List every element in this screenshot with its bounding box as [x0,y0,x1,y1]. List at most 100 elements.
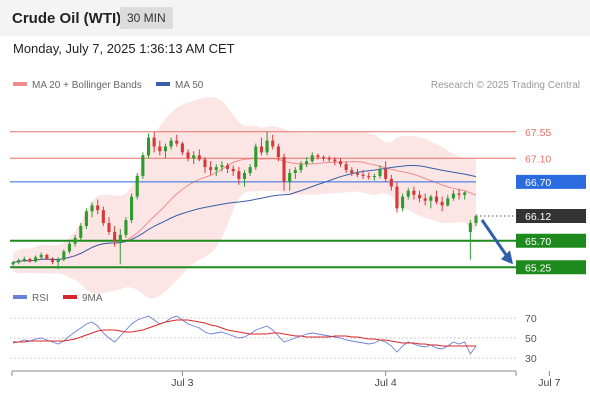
candle-body [271,140,275,147]
candle-body [175,140,179,144]
x-tick-label: Jul 3 [171,377,193,389]
candle [248,164,252,176]
candle [242,170,247,187]
candle [73,234,77,247]
candle-body [231,168,235,172]
candle [259,137,263,156]
candle-body [389,178,393,187]
candle-body [440,201,444,206]
ma50-swatch [156,82,170,87]
candle [440,196,444,212]
ma50-line [12,165,477,264]
level-tag: 65.25 [516,260,586,275]
candle-body [141,155,145,176]
candle-body [163,146,168,152]
candle [288,168,292,191]
candle [401,193,405,212]
candle-body [107,223,111,232]
candle-body [34,257,38,262]
candle [56,257,60,270]
candle [113,226,117,247]
candle-body [355,173,359,175]
candle [180,141,184,156]
candle [39,252,43,260]
candle [67,241,72,254]
datetime-label: Monday, July 7, 2025 1:36:13 AM CET [13,41,235,56]
timeframe-badge[interactable]: 30 MIN [120,7,173,29]
rsi-tick-label: 50 [525,333,537,345]
candle [135,173,139,200]
level-label: 67.10 [525,153,551,165]
candle [231,165,235,176]
legend-9ma: 9MA [63,293,103,304]
level-tag: 66.12 [516,209,586,224]
candle-body [197,155,201,160]
level-tag-bg [516,174,586,189]
candle-body [327,158,331,160]
candle [412,186,416,200]
candle-body [169,140,173,147]
candle [163,143,168,159]
forecast-arrow-shaft [480,219,509,258]
candle-body [474,216,478,224]
candles-group [11,131,478,270]
candle-body [299,164,303,171]
candle [468,220,472,260]
candle [321,155,326,162]
bollinger-band [13,97,476,299]
candle-body [417,194,422,199]
candle-body [378,168,382,176]
legend-ma50: MA 50 [156,80,203,91]
legend-9ma-label: 9MA [82,293,103,304]
level-support-4: 65.70 [10,233,586,248]
candle-body [101,210,105,224]
candle [118,228,122,265]
candle-body [56,259,60,262]
candle-body [457,193,461,195]
candle-body [146,137,151,156]
candle-body [338,161,343,165]
candle [406,187,410,200]
candle-body [96,205,100,211]
candle [146,133,151,159]
candle-body [265,140,269,153]
candle-body [90,205,94,212]
candle [293,167,297,179]
level-label: 67.55 [525,127,551,139]
candle-body [401,196,405,209]
candle [265,131,269,156]
candle-body [434,196,439,202]
candle-body [209,167,213,171]
candle-body [124,220,128,235]
candle-body [406,190,410,197]
candle-body [130,196,134,221]
candle [271,134,275,150]
rsi-tick-label: 70 [525,313,537,325]
candle [327,155,331,162]
candle-body [45,254,49,259]
candle-body [62,251,66,260]
candle-body [180,143,184,153]
legend-rsi-label: RSI [32,293,49,304]
level-tag-bg [516,209,586,224]
candle [101,206,105,227]
candle-body [384,168,388,179]
candle [197,149,201,162]
candle [429,194,433,209]
candle [209,161,213,175]
candle-body [350,170,354,174]
candle-body [372,175,376,178]
candle [50,257,55,265]
candle-body [305,161,309,165]
candle-body [423,198,427,201]
instrument-title: Crude Oil (WTI) [12,10,122,27]
candle [28,257,32,263]
candle-body [293,170,297,174]
candle [305,157,309,168]
candle [175,134,179,147]
candle-body [135,175,139,197]
candle [463,191,467,200]
candle-body [248,167,252,174]
header-bar: Crude Oil (WTI) 30 MIN [0,0,590,36]
